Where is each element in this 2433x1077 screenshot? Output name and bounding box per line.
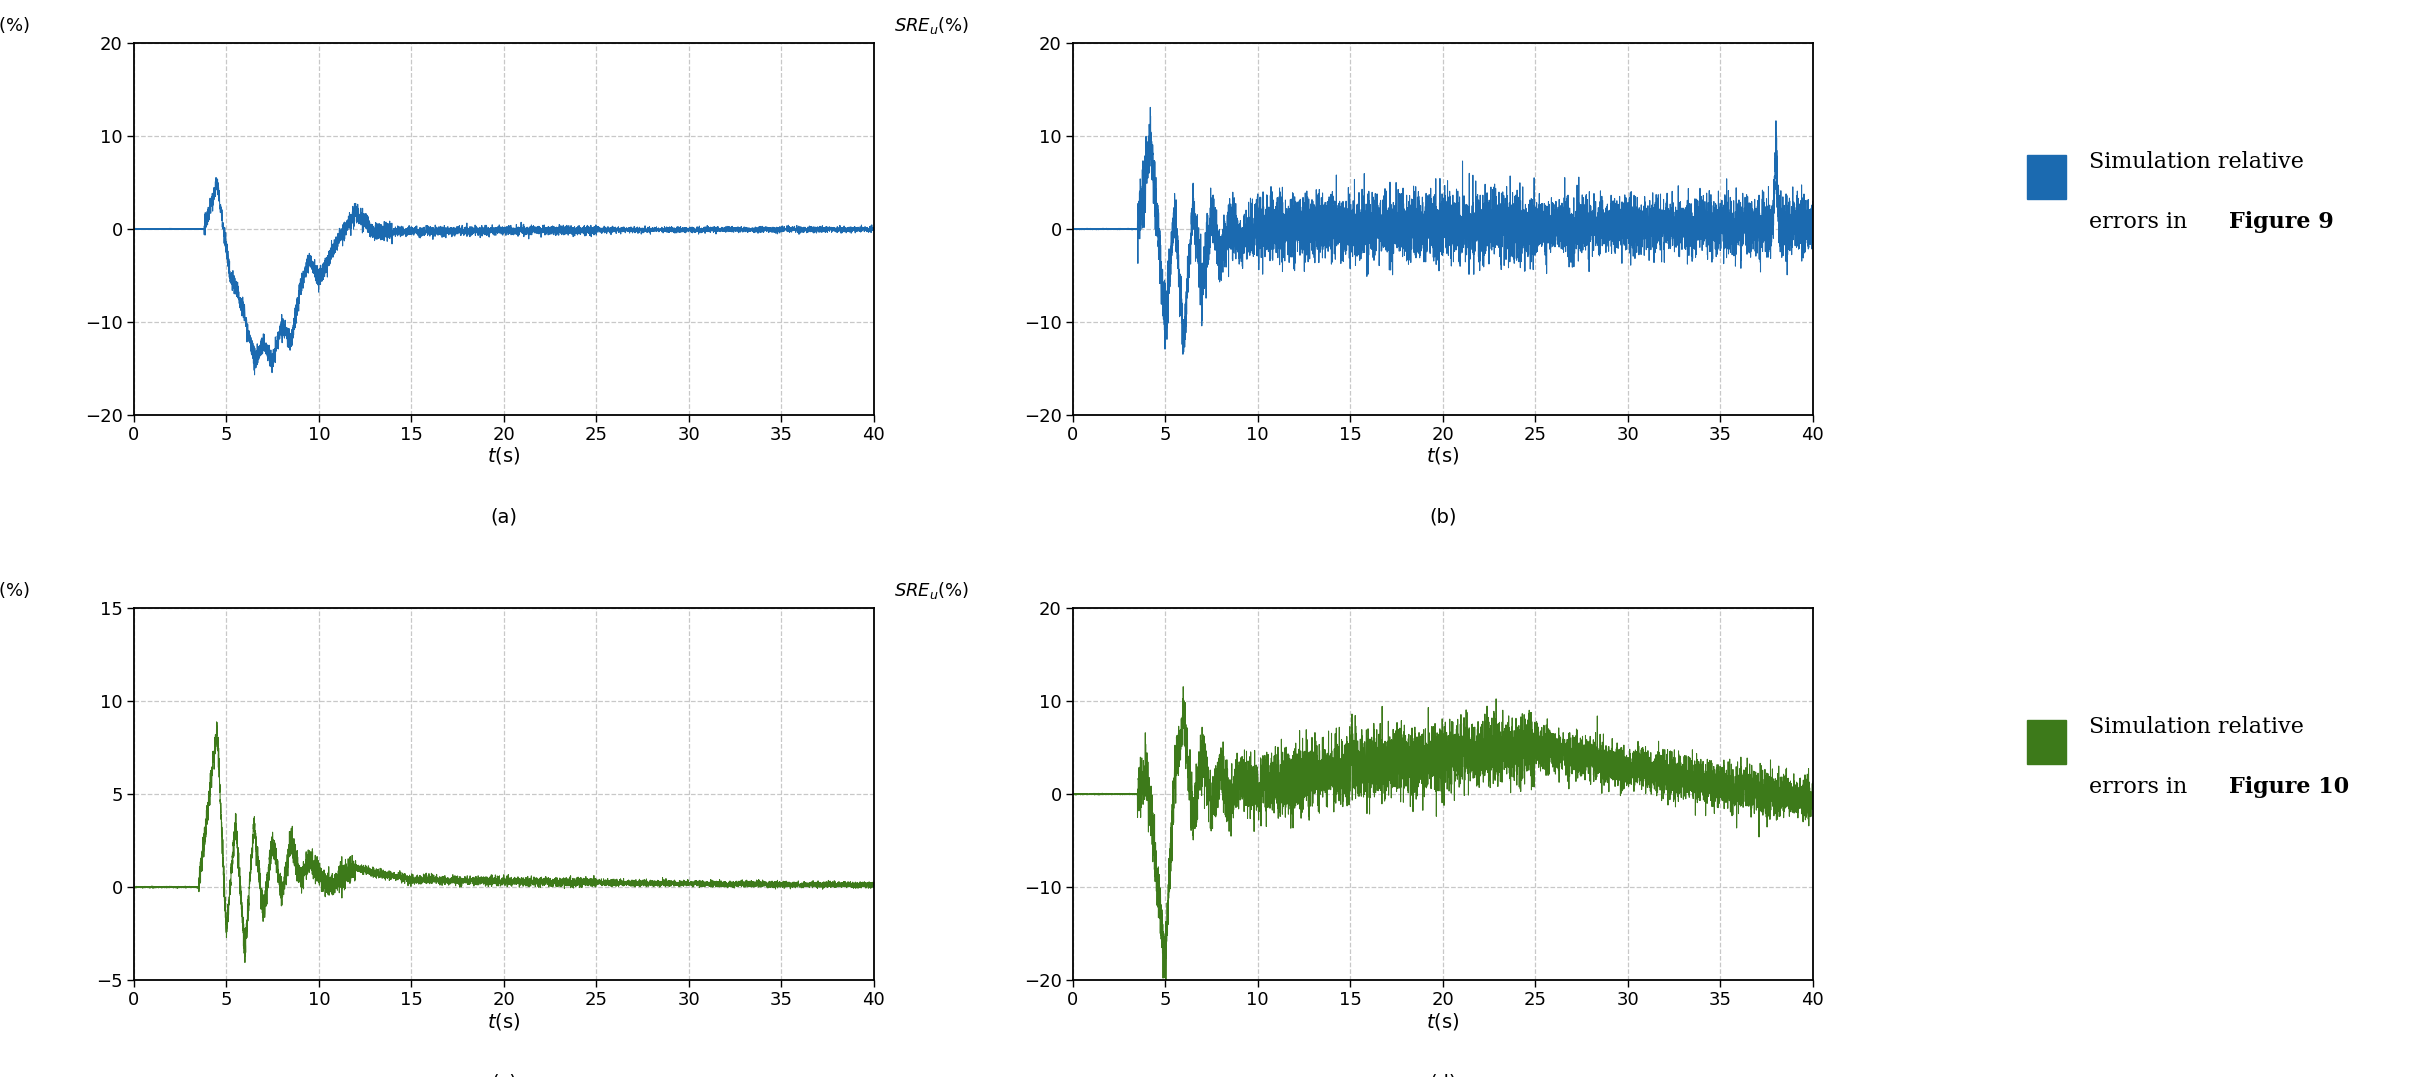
- Text: (a): (a): [491, 508, 518, 527]
- Text: Figure 9: Figure 9: [2229, 211, 2333, 233]
- Text: (c): (c): [491, 1073, 516, 1077]
- X-axis label: $\it{t}$(s): $\it{t}$(s): [487, 446, 521, 466]
- Text: Simulation relative: Simulation relative: [2088, 716, 2304, 738]
- Text: (b): (b): [1428, 508, 1457, 527]
- Text: Simulation relative: Simulation relative: [2088, 151, 2304, 173]
- Y-axis label: $\it{SRE}_{\it{u}}$(%): $\it{SRE}_{\it{u}}$(%): [893, 579, 968, 601]
- Y-axis label: $\it{SRE}_{\it{I}}$(%): $\it{SRE}_{\it{I}}$(%): [0, 15, 29, 36]
- Text: errors in: errors in: [2088, 211, 2195, 233]
- Text: errors in: errors in: [2088, 775, 2195, 798]
- X-axis label: $\it{t}$(s): $\it{t}$(s): [1426, 1010, 1460, 1032]
- X-axis label: $\it{t}$(s): $\it{t}$(s): [487, 1010, 521, 1032]
- Y-axis label: $\it{SRE}_{\it{I}}$(%): $\it{SRE}_{\it{I}}$(%): [0, 579, 29, 601]
- Y-axis label: $\it{SRE}_{\it{u}}$(%): $\it{SRE}_{\it{u}}$(%): [893, 15, 968, 36]
- X-axis label: $\it{t}$(s): $\it{t}$(s): [1426, 446, 1460, 466]
- FancyBboxPatch shape: [2027, 155, 2066, 199]
- Text: Figure 10: Figure 10: [2229, 775, 2350, 798]
- FancyBboxPatch shape: [2027, 719, 2066, 765]
- Text: (d): (d): [1428, 1073, 1457, 1077]
